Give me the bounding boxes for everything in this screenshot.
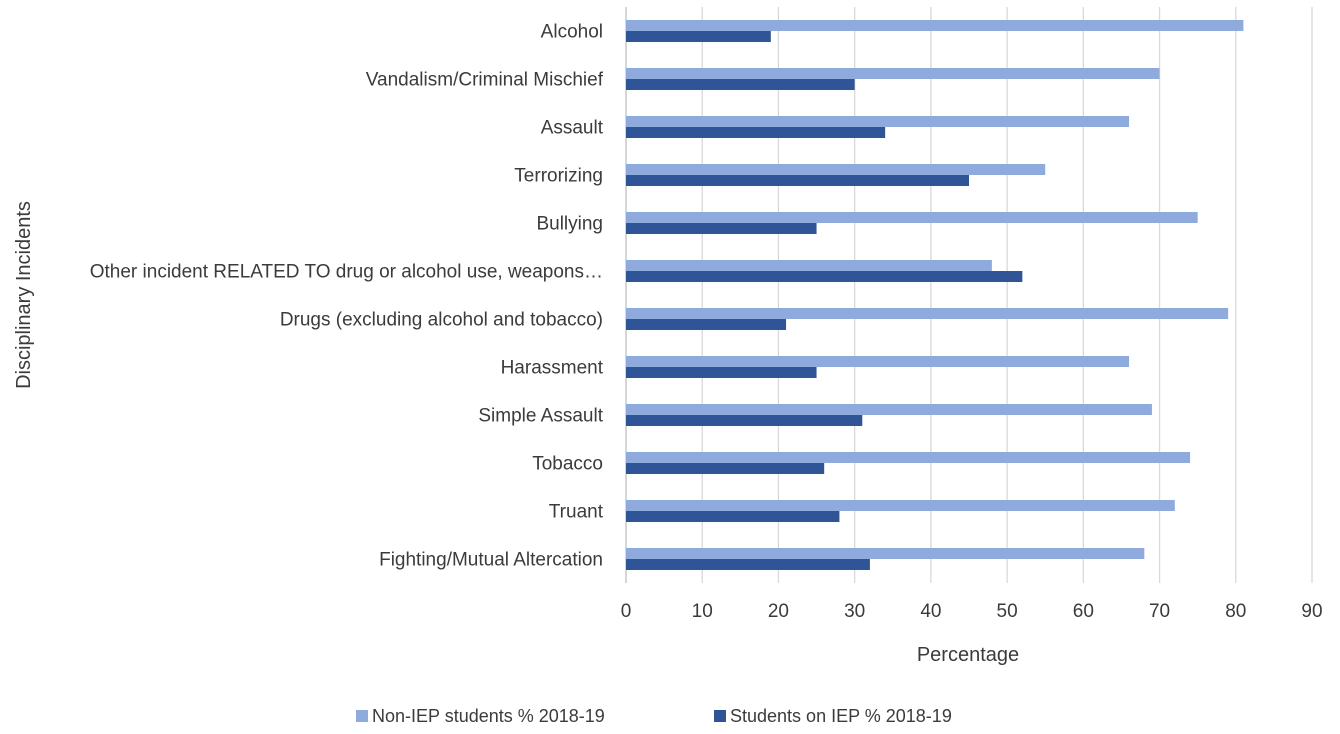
- x-tick-label: 70: [1149, 601, 1170, 622]
- bar-iep: [626, 271, 1023, 282]
- x-tick-label: 10: [692, 601, 713, 622]
- bar-iep: [626, 511, 840, 522]
- category-label: Simple Assault: [478, 406, 603, 427]
- x-tick-label: 60: [1073, 601, 1094, 622]
- x-tick-label: 0: [621, 601, 632, 622]
- bar-iep: [626, 367, 817, 378]
- category-label: Bullying: [536, 214, 603, 235]
- bar-iep: [626, 463, 825, 474]
- category-label: Terrorizing: [514, 166, 603, 187]
- bar-non-iep: [626, 452, 1191, 463]
- legend-swatch-non-iep: [356, 710, 368, 722]
- x-tick-label: 20: [768, 601, 789, 622]
- bar-iep: [626, 31, 771, 42]
- bar-non-iep: [626, 500, 1175, 511]
- bar-iep: [626, 223, 817, 234]
- bar-non-iep: [626, 212, 1198, 223]
- bar-iep: [626, 175, 969, 186]
- category-label: Tobacco: [532, 454, 603, 475]
- category-label: Other incident RELATED TO drug or alcoho…: [90, 262, 603, 283]
- legend-swatch-iep: [714, 710, 726, 722]
- x-tick-label: 80: [1225, 601, 1246, 622]
- bar-iep: [626, 79, 855, 90]
- bar-non-iep: [626, 404, 1152, 415]
- bar-non-iep: [626, 260, 992, 271]
- x-tick-labels: 0 10 20 30 40 50 60 70 80 90: [621, 601, 1323, 622]
- category-labels: Alcohol Vandalism/Criminal Mischief Assaul…: [90, 22, 604, 571]
- category-label: Alcohol: [541, 22, 603, 43]
- legend-label-iep: Students on IEP % 2018-19: [730, 706, 952, 726]
- bar-non-iep: [626, 548, 1145, 559]
- category-label: Assault: [541, 118, 604, 139]
- bar-non-iep: [626, 68, 1160, 79]
- bar-non-iep: [626, 356, 1130, 367]
- bar-non-iep: [626, 308, 1229, 319]
- category-label: Vandalism/Criminal Mischief: [366, 70, 604, 91]
- bar-iep: [626, 559, 870, 570]
- x-tick-label: 90: [1301, 601, 1322, 622]
- bar-iep: [626, 415, 863, 426]
- category-label: Harassment: [501, 358, 604, 379]
- gridlines: [625, 7, 1313, 583]
- bars: [626, 20, 1244, 570]
- legend-label-non-iep: Non-IEP students % 2018-19: [372, 706, 605, 726]
- bar-iep: [626, 127, 886, 138]
- x-axis-title: Percentage: [917, 644, 1019, 666]
- bar-non-iep: [626, 116, 1130, 127]
- category-label: Drugs (excluding alcohol and tobacco): [280, 310, 603, 331]
- x-tick-label: 50: [997, 601, 1018, 622]
- bar-iep: [626, 319, 787, 330]
- bar-non-iep: [626, 164, 1046, 175]
- bar-non-iep: [626, 20, 1244, 31]
- category-label: Truant: [549, 502, 604, 523]
- legend: Non-IEP students % 2018-19 Students on IE…: [356, 706, 952, 726]
- x-tick-label: 30: [844, 601, 865, 622]
- x-tick-label: 40: [920, 601, 941, 622]
- category-label: Fighting/Mutual Altercation: [379, 550, 603, 571]
- y-axis-title: Disciplinary Incidents: [13, 201, 35, 389]
